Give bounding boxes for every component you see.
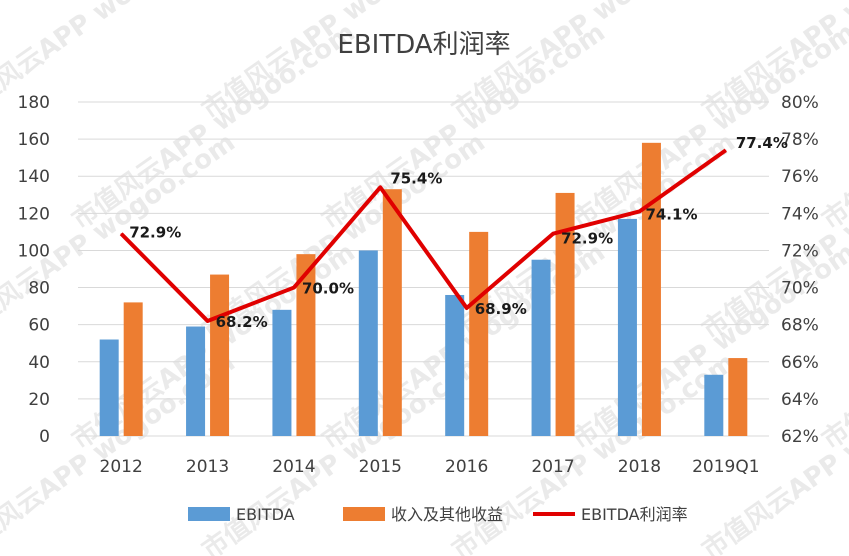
bar-ebitda bbox=[186, 326, 206, 436]
margin-data-label: 77.4% bbox=[736, 134, 788, 152]
bar-revenue bbox=[728, 358, 748, 436]
margin-data-label: 74.1% bbox=[645, 205, 697, 223]
bar-ebitda bbox=[531, 259, 551, 436]
watermark-text: 市值风云APP wogoo.com bbox=[66, 17, 360, 236]
bar-revenue bbox=[210, 274, 230, 436]
bar-ebitda bbox=[272, 309, 292, 436]
line-series: 72.9% 68.2% 70.0% 75.4% 68.9% 72.9% 74.1% 77.4% bbox=[119, 134, 788, 331]
bar-ebitda bbox=[704, 374, 724, 436]
margin-point bbox=[725, 149, 727, 151]
y-left-tick-label: 60 bbox=[28, 316, 50, 336]
y-right-tick-label: 80% bbox=[781, 93, 819, 113]
y-left-tick-label: 120 bbox=[18, 204, 50, 224]
margin-data-label: 68.2% bbox=[216, 313, 268, 331]
margin-point bbox=[466, 307, 468, 309]
margin-point bbox=[120, 233, 122, 235]
x-tick-label: 2014 bbox=[272, 457, 315, 477]
bar-revenue bbox=[555, 192, 575, 436]
y-left-tick-label: 140 bbox=[18, 167, 50, 187]
legend-label: EBITDA利润率 bbox=[581, 505, 688, 524]
y-right-tick-label: 72% bbox=[781, 241, 819, 261]
y-left-tick-label: 180 bbox=[18, 93, 50, 113]
margin-data-label: 75.4% bbox=[390, 169, 442, 187]
bar-ebitda bbox=[358, 250, 378, 436]
chart-title: EBITDA利润率 bbox=[337, 30, 510, 60]
x-tick-label: 2015 bbox=[359, 457, 402, 477]
margin-data-label: 72.9% bbox=[561, 230, 613, 248]
bar-series bbox=[99, 142, 748, 437]
watermark-text: 市值风云APP wogoo.com bbox=[446, 347, 740, 556]
x-axis: 2012 2013 2014 2015 2016 2017 2018 2019Q1 bbox=[100, 457, 760, 477]
y-left-tick-label: 40 bbox=[28, 353, 50, 373]
bar-revenue bbox=[382, 189, 402, 436]
margin-point bbox=[552, 233, 554, 235]
watermark-text: 市值风云APP wogoo.com bbox=[566, 17, 849, 236]
y-right-tick-label: 64% bbox=[781, 390, 819, 410]
x-tick-label: 2019Q1 bbox=[692, 457, 759, 477]
bar-ebitda bbox=[99, 339, 119, 436]
y-left-tick-label: 80 bbox=[28, 279, 50, 299]
y-right-tick-label: 74% bbox=[781, 204, 819, 224]
margin-point bbox=[207, 320, 209, 322]
margin-line bbox=[119, 148, 727, 323]
legend-swatch bbox=[343, 507, 385, 521]
bar-revenue bbox=[296, 254, 316, 436]
y-left-tick-label: 100 bbox=[18, 241, 50, 261]
bar-revenue bbox=[123, 302, 143, 436]
margin-point bbox=[638, 210, 640, 212]
x-tick-label: 2017 bbox=[531, 457, 574, 477]
y-right-tick-label: 70% bbox=[781, 279, 819, 299]
y-right-tick-label: 68% bbox=[781, 316, 819, 336]
y-left-tick-label: 160 bbox=[18, 130, 50, 150]
margin-data-label: 72.9% bbox=[129, 224, 181, 242]
x-tick-label: 2013 bbox=[186, 457, 229, 477]
legend-label: 收入及其他收益 bbox=[391, 505, 503, 524]
legend: EBITDA 收入及其他收益 EBITDA利润率 bbox=[188, 505, 688, 524]
watermark-text: 市值风云APP wogoo.com bbox=[0, 127, 241, 346]
bar-revenue bbox=[641, 142, 661, 437]
legend-label: EBITDA bbox=[236, 505, 295, 524]
y-right-tick-label: 78% bbox=[781, 130, 819, 150]
bar-revenue bbox=[469, 231, 489, 436]
y-right-tick-label: 62% bbox=[781, 427, 819, 447]
bar-ebitda bbox=[617, 218, 637, 436]
y-left-tick-label: 20 bbox=[28, 390, 50, 410]
bar-ebitda bbox=[445, 294, 465, 436]
x-tick-label: 2016 bbox=[445, 457, 488, 477]
x-tick-label: 2018 bbox=[618, 457, 661, 477]
margin-point bbox=[293, 287, 295, 289]
margin-data-label: 70.0% bbox=[302, 280, 354, 298]
margin-data-label: 68.9% bbox=[475, 300, 527, 318]
x-tick-label: 2012 bbox=[100, 457, 143, 477]
legend-swatch bbox=[188, 507, 230, 521]
y-right-tick-label: 66% bbox=[781, 353, 819, 373]
y-axis-left: 0 20 40 60 80 100 120 140 160 180 bbox=[18, 93, 50, 447]
y-right-tick-label: 76% bbox=[781, 167, 819, 187]
y-axis-right: 62% 64% 66% 68% 70% 72% 74% 76% 78% 80% bbox=[781, 93, 819, 447]
margin-point bbox=[379, 186, 381, 188]
y-left-tick-label: 0 bbox=[39, 427, 50, 447]
